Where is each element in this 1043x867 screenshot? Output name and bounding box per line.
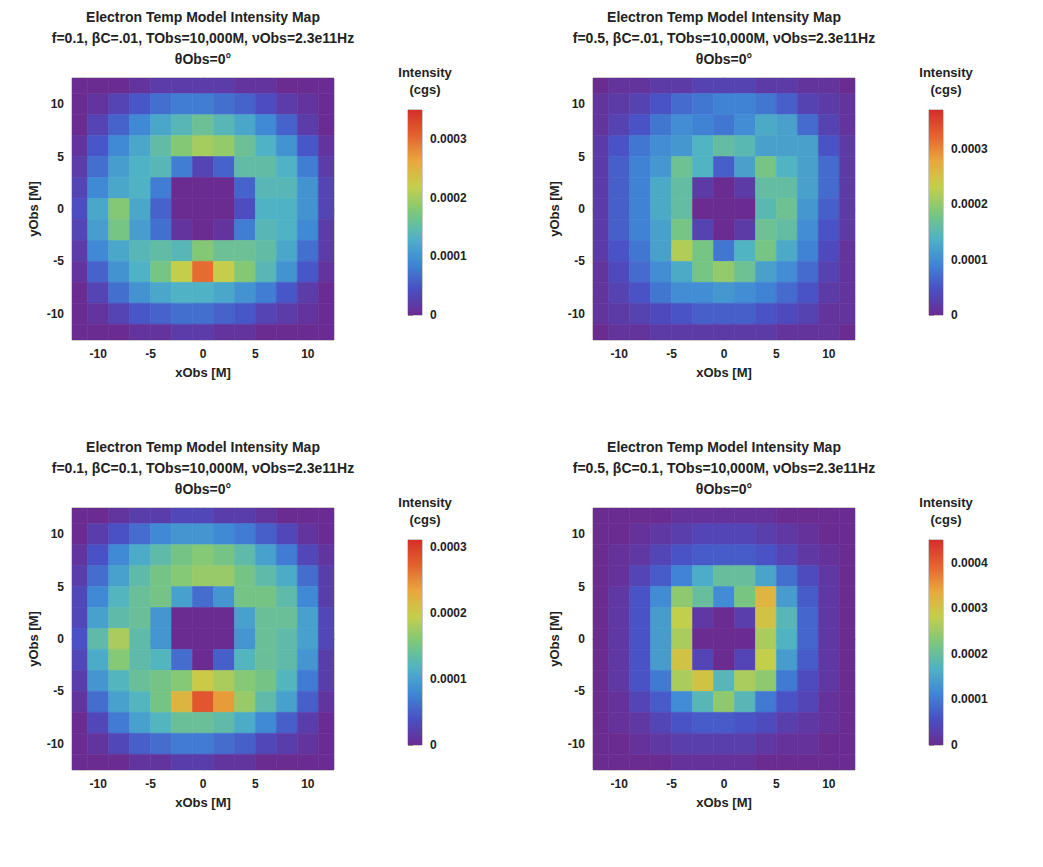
svg-text:(cgs): (cgs) [930,82,961,97]
svg-text:Electron Temp Model Intensity: Electron Temp Model Intensity Map [86,9,320,25]
svg-text:0: 0 [57,202,64,216]
svg-text:-5: -5 [53,684,64,698]
svg-text:0.0004: 0.0004 [951,556,988,570]
svg-text:0.0003: 0.0003 [430,540,467,554]
svg-text:5: 5 [773,347,780,361]
svg-text:5: 5 [57,580,64,594]
svg-text:0.0003: 0.0003 [951,142,988,156]
svg-text:Electron Temp Model Intensity: Electron Temp Model Intensity Map [607,439,841,455]
svg-text:5: 5 [252,777,259,791]
svg-text:0: 0 [578,632,585,646]
svg-text:Electron Temp Model Intensity: Electron Temp Model Intensity Map [86,439,320,455]
svg-text:0.0002: 0.0002 [430,191,467,205]
svg-text:5: 5 [773,777,780,791]
svg-text:10: 10 [51,527,65,541]
svg-text:10: 10 [822,777,836,791]
svg-text:0.0002: 0.0002 [430,606,467,620]
svg-text:f=0.1, βC=0.1, TObs=10,000M, ν: f=0.1, βC=0.1, TObs=10,000M, νObs=2.3e11… [52,460,354,476]
svg-text:-5: -5 [145,777,156,791]
svg-text:-10: -10 [47,737,65,751]
svg-text:θObs=0°: θObs=0° [696,481,752,497]
svg-text:θObs=0°: θObs=0° [175,51,231,67]
svg-text:0.0002: 0.0002 [951,647,988,661]
svg-text:xObs [M]: xObs [M] [696,795,752,810]
svg-text:Intensity: Intensity [919,65,973,80]
svg-text:yObs [M]: yObs [M] [547,181,562,237]
svg-text:10: 10 [51,97,65,111]
svg-text:-10: -10 [611,347,629,361]
svg-text:0.0003: 0.0003 [430,132,467,146]
svg-text:0: 0 [57,632,64,646]
svg-text:-5: -5 [666,347,677,361]
svg-text:10: 10 [572,527,586,541]
svg-text:5: 5 [578,580,585,594]
svg-text:Intensity: Intensity [919,495,973,510]
svg-text:0.0001: 0.0001 [951,253,988,267]
svg-text:-10: -10 [47,307,65,321]
svg-text:Intensity: Intensity [398,65,452,80]
svg-text:yObs [M]: yObs [M] [26,181,41,237]
svg-text:-5: -5 [666,777,677,791]
svg-text:5: 5 [57,150,64,164]
svg-text:Electron Temp Model Intensity: Electron Temp Model Intensity Map [607,9,841,25]
svg-text:θObs=0°: θObs=0° [175,481,231,497]
svg-text:-5: -5 [574,684,585,698]
svg-text:10: 10 [822,347,836,361]
svg-text:f=0.1, βC=.01, TObs=10,000M, ν: f=0.1, βC=.01, TObs=10,000M, νObs=2.3e11… [52,30,354,46]
svg-text:-10: -10 [611,777,629,791]
svg-text:5: 5 [252,347,259,361]
svg-text:0: 0 [200,777,207,791]
svg-text:xObs [M]: xObs [M] [696,365,752,380]
svg-text:xObs [M]: xObs [M] [175,365,231,380]
svg-text:f=0.5, βC=.01, TObs=10,000M, ν: f=0.5, βC=.01, TObs=10,000M, νObs=2.3e11… [573,30,875,46]
svg-text:0: 0 [721,347,728,361]
svg-text:0: 0 [951,738,958,752]
svg-text:-10: -10 [90,347,108,361]
svg-text:0: 0 [430,738,437,752]
svg-text:0.0002: 0.0002 [951,197,988,211]
svg-text:0.0001: 0.0001 [430,672,467,686]
svg-text:f=0.5, βC=0.1, TObs=10,000M, ν: f=0.5, βC=0.1, TObs=10,000M, νObs=2.3e11… [573,460,875,476]
svg-text:(cgs): (cgs) [409,82,440,97]
svg-text:-10: -10 [568,737,586,751]
svg-text:0: 0 [721,777,728,791]
svg-text:(cgs): (cgs) [930,512,961,527]
svg-text:5: 5 [578,150,585,164]
svg-text:0: 0 [951,308,958,322]
svg-text:(cgs): (cgs) [409,512,440,527]
svg-text:0.0001: 0.0001 [430,249,467,263]
svg-text:-5: -5 [53,254,64,268]
svg-text:0: 0 [200,347,207,361]
svg-text:10: 10 [301,777,315,791]
svg-text:yObs [M]: yObs [M] [26,611,41,667]
svg-text:xObs [M]: xObs [M] [175,795,231,810]
svg-text:0: 0 [430,308,437,322]
svg-text:θObs=0°: θObs=0° [696,51,752,67]
svg-text:Intensity: Intensity [398,495,452,510]
svg-text:0.0003: 0.0003 [951,601,988,615]
svg-text:10: 10 [572,97,586,111]
svg-text:-5: -5 [574,254,585,268]
svg-text:0.0001: 0.0001 [951,692,988,706]
svg-text:0: 0 [578,202,585,216]
svg-text:yObs [M]: yObs [M] [547,611,562,667]
svg-text:-5: -5 [145,347,156,361]
svg-text:10: 10 [301,347,315,361]
svg-text:-10: -10 [568,307,586,321]
svg-text:-10: -10 [90,777,108,791]
